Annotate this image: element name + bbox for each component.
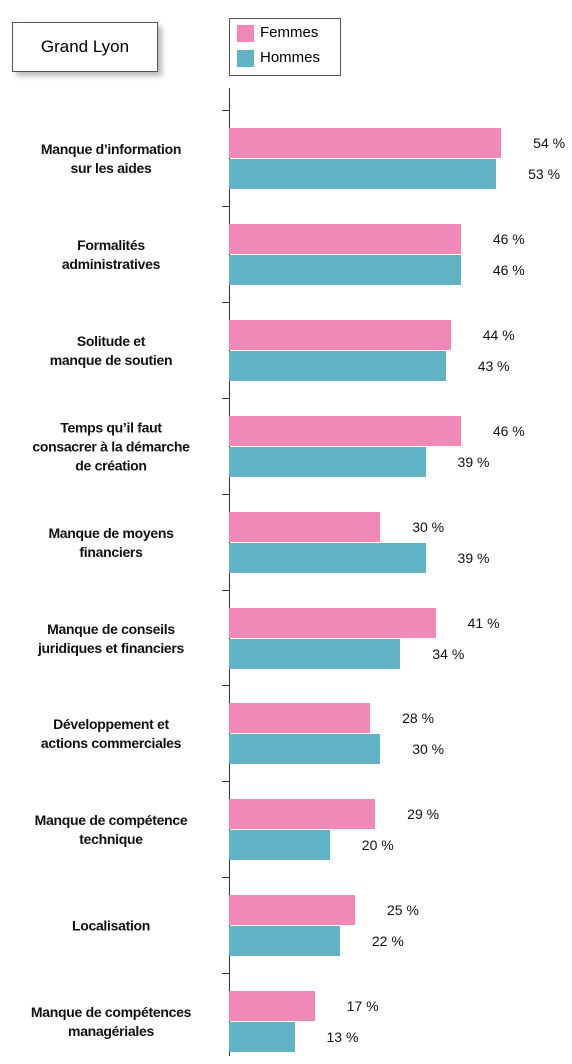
y-tick-label: Développement et actions commerciales	[40, 716, 182, 752]
bar	[229, 159, 497, 189]
data-label: 39 %	[457, 453, 490, 470]
bar	[229, 511, 381, 542]
bar	[229, 991, 315, 1022]
data-label: 46 %	[492, 261, 525, 278]
axis-tick	[222, 206, 229, 207]
bar	[229, 638, 401, 669]
data-label: 46 %	[492, 422, 525, 439]
bar	[229, 607, 436, 638]
y-tick-label: Manque de compétence technique	[34, 812, 188, 848]
data-label: 25 %	[387, 902, 419, 919]
data-label: 30 %	[412, 518, 445, 535]
title-box: Grand Lyon	[12, 22, 158, 72]
axis-tick	[222, 781, 229, 782]
legend-swatch	[237, 50, 254, 67]
y-tick-label: Formalités administratives	[61, 236, 161, 272]
bar	[229, 830, 330, 861]
data-label: 41 %	[467, 614, 500, 631]
chart-title: Grand Lyon	[40, 37, 130, 56]
axis-tick	[222, 302, 229, 303]
data-label: 30 %	[412, 741, 445, 758]
bar	[229, 446, 426, 477]
y-tick-label: Manque d’information sur les aides	[40, 141, 182, 176]
data-label: 20 %	[361, 837, 394, 854]
legend: Femmes Hommes	[229, 18, 341, 76]
bar	[229, 319, 451, 350]
axis-tick	[222, 973, 229, 974]
axis-tick	[222, 877, 229, 878]
bar	[229, 542, 426, 573]
data-label: 29 %	[407, 806, 440, 823]
bar	[229, 128, 502, 158]
bar	[229, 895, 355, 926]
y-tick-label: Solitude et manque de soutien	[49, 332, 173, 368]
data-label: 13 %	[326, 1029, 359, 1046]
bar	[229, 1022, 295, 1053]
data-label: 54 %	[533, 135, 566, 151]
data-label: 39 %	[457, 549, 490, 566]
y-tick-label: Localisation	[71, 917, 151, 934]
data-label: 17 %	[346, 998, 379, 1015]
bar	[229, 254, 461, 285]
legend-swatch	[237, 25, 254, 42]
data-label: 22 %	[371, 933, 404, 950]
axis-tick	[222, 685, 229, 686]
y-tick-label: Manque de conseils juridiques et financi…	[37, 620, 185, 656]
data-label: 44 %	[482, 326, 515, 343]
data-label: 43 %	[477, 357, 510, 374]
bar	[229, 415, 461, 446]
axis-tick	[222, 110, 229, 111]
legend-label: Hommes	[260, 49, 321, 66]
axis-tick	[222, 590, 229, 591]
bar	[229, 734, 381, 765]
data-label: 46 %	[492, 230, 525, 247]
data-label: 53 %	[528, 166, 561, 182]
bar	[229, 799, 376, 830]
y-tick-label: Manque de moyens financiers	[48, 524, 174, 560]
data-label: 28 %	[402, 710, 435, 727]
bar	[229, 703, 371, 734]
bar	[229, 926, 340, 957]
bar	[229, 350, 446, 381]
axis-tick	[222, 398, 229, 399]
y-tick-label: Manque de compétences managériales	[30, 1004, 192, 1040]
bar	[229, 223, 461, 254]
legend-label: Femmes	[260, 24, 319, 41]
axis-tick	[222, 494, 229, 495]
y-tick-label: Temps qu’il faut consacrer à la démarche…	[32, 419, 190, 474]
data-label: 34 %	[432, 645, 465, 662]
